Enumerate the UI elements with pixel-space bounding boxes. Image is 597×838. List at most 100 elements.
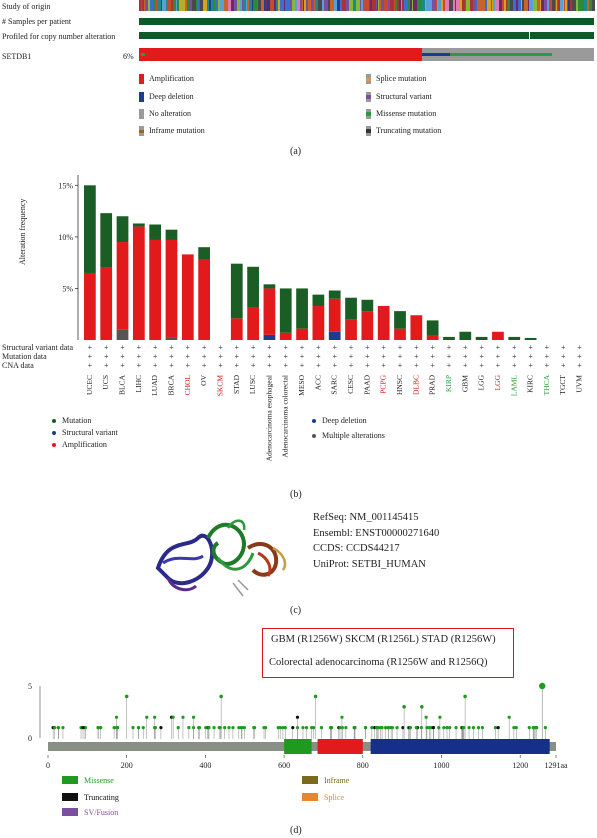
data-availability-mark: + <box>88 343 93 352</box>
study-segment <box>466 0 470 11</box>
mutation-head <box>514 726 518 730</box>
mutation-head <box>231 726 235 730</box>
study-segment <box>167 0 171 11</box>
deep-deletion-block <box>422 53 450 56</box>
study-segment <box>346 0 349 11</box>
study-segment <box>228 0 231 11</box>
missense-block <box>450 53 552 56</box>
data-availability-mark: + <box>398 343 403 352</box>
mutation-head <box>425 726 429 730</box>
study-segment <box>401 0 402 11</box>
study-segment <box>422 0 425 11</box>
ccds-key: CCDS: <box>313 543 344 554</box>
bar-amplification <box>345 319 357 340</box>
row-label: CNA data <box>2 361 34 370</box>
data-availability-mark: + <box>202 343 207 352</box>
study-segment <box>247 0 249 11</box>
study-segment <box>560 0 563 11</box>
data-availability-mark: + <box>496 361 501 370</box>
study-segment <box>328 0 330 11</box>
study-segment <box>318 0 322 11</box>
data-availability-mark: + <box>332 343 337 352</box>
study-segment <box>304 0 305 11</box>
ccds-row: CCDS: CCDS44217 <box>313 541 439 557</box>
study-segment <box>529 0 533 11</box>
data-availability-mark: + <box>528 352 533 361</box>
bar-mutation <box>132 223 145 227</box>
category-label: PCPG <box>379 374 388 393</box>
study-segment <box>476 0 477 11</box>
bar-mutation <box>263 284 276 289</box>
study-segment <box>236 0 237 11</box>
mutation-head <box>363 726 368 730</box>
mutation-head <box>384 726 388 730</box>
study-segment <box>349 0 353 11</box>
study-segment <box>493 0 495 11</box>
study-segment <box>267 0 270 11</box>
mutation-head <box>512 726 516 730</box>
legend-inframe: Inframe mutation <box>149 126 205 135</box>
mutation-head <box>145 715 149 719</box>
no-alteration-swatch <box>139 109 144 119</box>
study-segment <box>308 0 311 11</box>
legend-multiple-alterations: Multiple alterations <box>322 431 385 440</box>
legend-no-alteration: No alteration <box>149 109 191 118</box>
x-tick-label: 800 <box>357 761 369 770</box>
data-availability-mark: + <box>398 361 403 370</box>
study-segment <box>303 0 304 11</box>
data-availability-mark: + <box>153 343 158 352</box>
mutation-head <box>191 715 196 719</box>
refseq-value: NM_001145415 <box>349 512 419 523</box>
study-segment <box>258 0 261 11</box>
mutation-head <box>340 715 344 719</box>
x-tick-label: 1291aa <box>544 761 568 770</box>
data-availability-mark: + <box>496 343 501 352</box>
inframe-swatch-d <box>302 776 318 784</box>
bar-mutation <box>165 229 178 240</box>
study-segment <box>495 0 499 11</box>
mutation-head <box>496 726 500 730</box>
mutation-head <box>242 726 246 730</box>
inframe-swatch <box>139 126 144 136</box>
study-segment <box>293 0 295 11</box>
profiled-track <box>139 32 594 39</box>
data-availability-mark: + <box>235 352 240 361</box>
mutation-head <box>420 705 424 709</box>
study-segment <box>453 0 455 11</box>
study-segment <box>563 0 564 11</box>
category-label: KIRC <box>526 375 535 393</box>
study-segment <box>280 0 284 11</box>
study-segment <box>485 0 487 11</box>
mutation-head <box>116 726 120 730</box>
mutation-head <box>414 726 418 730</box>
data-availability-mark: + <box>251 343 256 352</box>
study-segment <box>192 0 196 11</box>
mutation-head <box>507 715 511 719</box>
study-segment <box>506 0 507 11</box>
missense-swatch-d <box>62 776 78 784</box>
ensembl-value: ENST00000271640 <box>355 527 440 539</box>
study-segment <box>540 0 541 11</box>
study-segment <box>570 0 572 11</box>
bar-amplification <box>100 267 113 340</box>
data-availability-mark: + <box>300 343 305 352</box>
study-segment <box>266 0 267 11</box>
study-segment <box>584 0 587 11</box>
data-availability-mark: + <box>512 343 517 352</box>
category-label: Adenocarcinoma colorectal <box>281 375 290 458</box>
study-segment <box>436 0 437 11</box>
study-segment <box>533 0 537 11</box>
bar-mutation <box>328 290 341 299</box>
data-availability-mark: + <box>169 361 174 370</box>
study-segment <box>305 0 306 11</box>
study-segment <box>199 0 200 11</box>
study-segment <box>166 0 167 11</box>
study-segment <box>566 0 567 11</box>
study-segment <box>372 0 376 11</box>
study-segment <box>394 0 395 11</box>
data-availability-mark: + <box>332 352 337 361</box>
legend-mutation-dot <box>52 419 56 423</box>
splice-swatch <box>366 74 371 84</box>
mutation-head <box>338 726 342 730</box>
data-availability-mark: + <box>186 352 191 361</box>
